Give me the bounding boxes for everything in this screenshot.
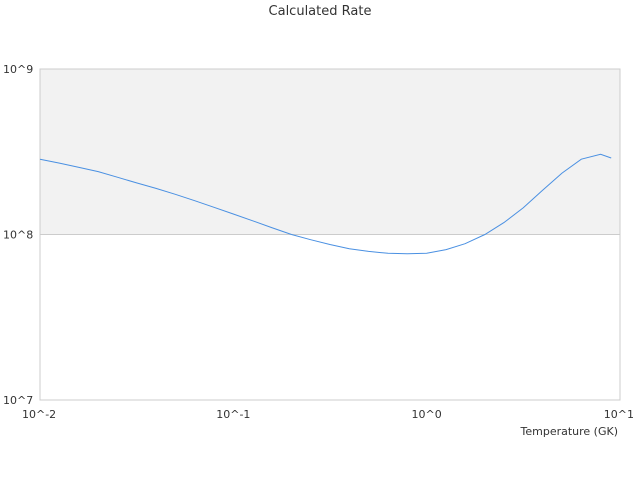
upper-decade-band <box>40 69 620 235</box>
y-tick-label: 10^8 <box>3 229 33 242</box>
x-tick-label: 10^0 <box>412 408 442 421</box>
x-tick-label: 10^-2 <box>22 408 56 421</box>
y-tick-label: 10^7 <box>3 394 33 407</box>
x-axis-title: Temperature (GK) <box>520 425 619 438</box>
chart-title: Calculated Rate <box>268 4 372 19</box>
y-tick-label: 10^9 <box>3 63 33 76</box>
series-line <box>39 153 612 255</box>
x-axis: 10^-2 10^-1 10^0 10^1 <box>22 408 634 421</box>
x-tick-label: 10^-1 <box>216 408 250 421</box>
y-axis: 10^7 10^8 10^9 <box>3 63 33 407</box>
x-tick-label: 10^1 <box>604 408 634 421</box>
